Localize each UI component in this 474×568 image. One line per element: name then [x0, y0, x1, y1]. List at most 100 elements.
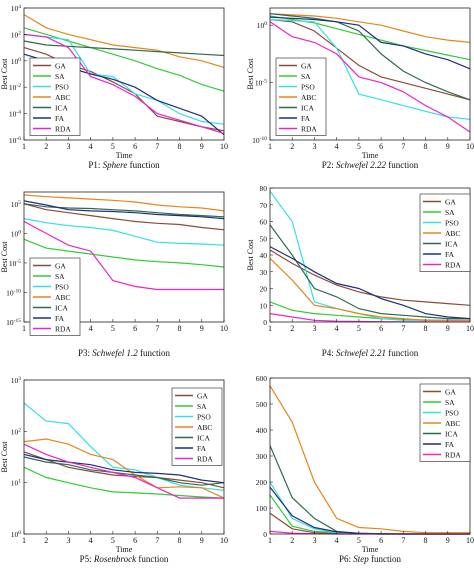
legend-label-ga: GA — [445, 388, 456, 397]
legend-label-ica: ICA — [197, 434, 211, 443]
x-tick-label: 10 — [466, 142, 474, 151]
y-tick-label: 70 — [260, 201, 268, 210]
x-tick-label: 4 — [89, 536, 93, 545]
x-tick-label: 2 — [290, 324, 294, 333]
legend-label-sa: SA — [445, 208, 455, 217]
legend-label-sa: SA — [197, 402, 207, 411]
y-tick-label: 100 — [11, 229, 22, 238]
x-tick-label: 8 — [424, 142, 428, 151]
x-tick-label: 2 — [290, 536, 294, 545]
series-line-ga — [269, 249, 471, 306]
y-tick-label: 0 — [263, 318, 267, 327]
legend-label-pso: PSO — [301, 83, 315, 92]
x-tick-label: 8 — [424, 324, 428, 333]
legend-label-ga: GA — [445, 198, 456, 207]
legend-label-ica: ICA — [445, 430, 459, 439]
legend-label-fa: FA — [445, 440, 455, 449]
x-tick-label: 10 — [466, 536, 474, 545]
y-tick-label: 104 — [11, 4, 22, 13]
legend-label-ga: GA — [55, 62, 66, 71]
x-tick-label: 10 — [220, 142, 228, 151]
y-axis-label: Best Cost — [0, 241, 9, 273]
x-tick-label: 7 — [155, 142, 159, 151]
legend-label-ica: ICA — [55, 104, 69, 113]
chart-p4: 1 2 3 4 5 6 7 8 9 10 0 10 20 30 40 50 60 70 80 Best Cost GAS… — [246, 184, 474, 358]
plot-frame — [23, 379, 225, 535]
series-line-fa — [269, 246, 471, 320]
x-tick-label: 10 — [466, 324, 474, 333]
x-tick-label: 7 — [155, 536, 159, 545]
y-tick-label: 100 — [11, 57, 22, 66]
y-tick-label: 10-2 — [9, 83, 21, 92]
series-line-ga — [269, 18, 471, 101]
x-axis-label: Time — [116, 151, 133, 160]
legend-label-ga: GA — [301, 62, 312, 71]
y-tick-label: 105 — [11, 200, 22, 209]
series-line-abc — [269, 13, 471, 43]
x-tick-label: 4 — [335, 142, 339, 151]
series-line-abc — [23, 194, 225, 212]
legend-label-pso: PSO — [445, 409, 459, 418]
x-tick-label: 8 — [178, 536, 182, 545]
y-tick-label: 100 — [257, 21, 268, 30]
panel-caption: P3: Schwefel 1.2 function — [78, 348, 171, 358]
x-tick-label: 7 — [155, 324, 159, 333]
x-tick-label: 5 — [357, 142, 361, 151]
series-line-fa — [269, 16, 471, 70]
plot-frame — [23, 7, 225, 141]
series-line-ica — [269, 13, 471, 101]
series-line-pso — [23, 402, 225, 491]
chart-p1: 1 2 3 4 5 6 7 8 9 10 104 102 100 10-2 10-4 10-6 Time Best… — [0, 4, 228, 170]
y-tick-label: 40 — [260, 251, 268, 260]
y-tick-label: 200 — [256, 478, 268, 487]
x-tick-label: 3 — [312, 324, 316, 333]
legend-label-fa: FA — [301, 114, 311, 123]
legend-label-fa: FA — [55, 314, 65, 323]
x-axis-label: Time — [116, 545, 133, 554]
legend-label-fa: FA — [55, 114, 65, 123]
y-tick-label: 101 — [11, 479, 22, 488]
x-tick-label: 8 — [424, 536, 428, 545]
y-tick-label: 10-15 — [6, 318, 21, 327]
legend-label-sa: SA — [301, 72, 311, 81]
x-tick-label: 8 — [178, 142, 182, 151]
y-tick-label: 0 — [263, 530, 267, 539]
series-line-sa — [23, 466, 225, 499]
x-tick-label: 2 — [290, 142, 294, 151]
series-line-fa — [269, 486, 470, 535]
x-tick-label: 2 — [44, 536, 48, 545]
x-tick-label: 3 — [66, 142, 70, 151]
series-line-ica — [269, 224, 470, 320]
series-line-rda — [23, 443, 224, 499]
x-tick-label: 7 — [401, 324, 405, 333]
chart-p6: 1 2 3 4 5 6 7 8 9 100100200300400500600TimeGASAPS… — [256, 374, 474, 564]
legend-label-abc: ABC — [445, 229, 460, 238]
legend-label-ica: ICA — [445, 240, 459, 249]
series-line-sa — [23, 27, 225, 92]
x-tick-label: 10 — [220, 536, 228, 545]
series-line-rda — [269, 21, 471, 133]
y-tick-label: 10-5 — [9, 259, 21, 268]
y-tick-label: 300 — [256, 452, 268, 461]
panel-caption: P2: Schwefel 2.22 function — [322, 160, 419, 170]
legend-label-ica: ICA — [55, 304, 69, 313]
x-tick-label: 9 — [446, 142, 450, 151]
legend-label-rda: RDA — [445, 261, 461, 270]
series-line-ica — [23, 456, 225, 486]
legend-label-pso: PSO — [55, 283, 69, 292]
y-tick-label: 60 — [260, 218, 268, 227]
x-tick-label: 5 — [357, 324, 361, 333]
x-tick-label: 9 — [200, 536, 204, 545]
x-tick-label: 4 — [335, 536, 339, 545]
x-tick-label: 4 — [89, 324, 93, 333]
x-tick-label: 10 — [220, 324, 228, 333]
legend-label-rda: RDA — [197, 455, 213, 464]
series-line-abc — [269, 385, 470, 534]
legend-label-rda: RDA — [301, 125, 317, 134]
x-tick-label: 7 — [401, 536, 405, 545]
legend-label-abc: ABC — [55, 293, 70, 302]
x-tick-label: 6 — [379, 142, 383, 151]
